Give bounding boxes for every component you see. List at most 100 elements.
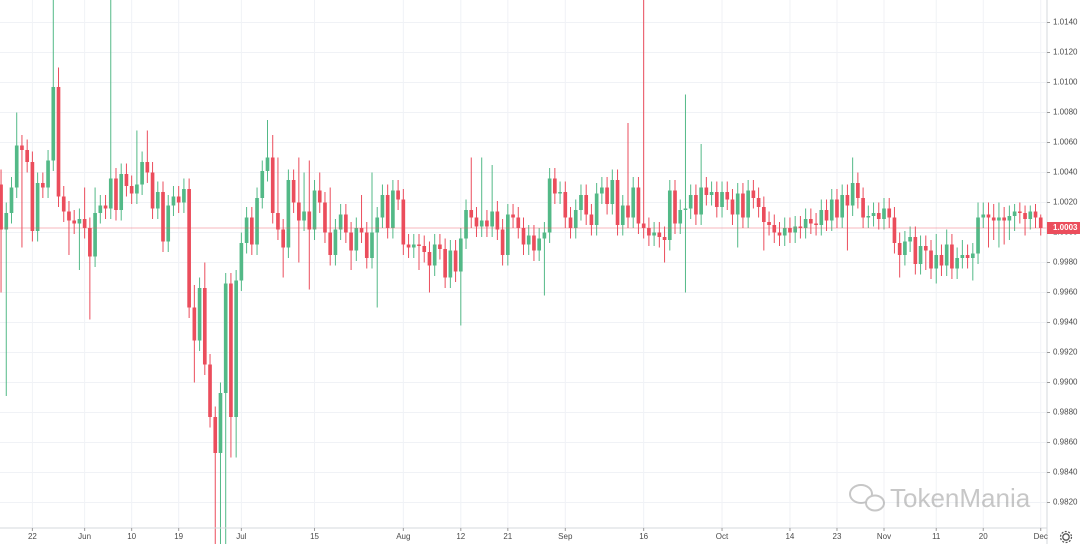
candle-body (364, 232, 369, 258)
candle-body (913, 237, 918, 264)
candle-body (960, 255, 965, 258)
candle-body (636, 187, 641, 224)
candle-body (453, 250, 458, 272)
candle-body (458, 238, 463, 272)
y-tick-label: 0.9900 (1053, 378, 1078, 387)
candle-body (610, 180, 615, 204)
candle-body (474, 217, 479, 227)
candle-body (563, 192, 568, 218)
candle-body (432, 244, 437, 266)
axes: 0.9820 0.9840 0.9860 0.9880 0.9900 0.9920 0.99… (28, 18, 1080, 541)
candle-body (558, 192, 562, 194)
candle-body (683, 208, 688, 210)
y-tick-label: 1.0060 (1053, 138, 1078, 147)
candle-body (182, 189, 186, 203)
candle-body (9, 187, 14, 213)
candle-body (490, 211, 494, 227)
candle-body (20, 145, 24, 150)
candle-body (4, 213, 9, 230)
candle-body (626, 205, 630, 218)
candle-body (997, 217, 1001, 221)
candle-body (0, 184, 3, 230)
candle-body (641, 223, 646, 228)
x-tick-label: Sep (558, 532, 573, 541)
candle-body (871, 213, 876, 216)
candle-body (239, 243, 244, 281)
candle-body (850, 183, 855, 206)
candle-body (573, 210, 578, 228)
candle-body (208, 364, 212, 417)
candle-body (485, 220, 489, 227)
candle-body (819, 210, 824, 225)
candle-body (187, 189, 191, 308)
y-tick-label: 0.9980 (1053, 258, 1078, 267)
x-tick-label: Jul (236, 532, 246, 541)
y-tick-label: 0.9920 (1053, 348, 1078, 357)
x-tick-label: Oct (716, 532, 729, 541)
candle-body (129, 186, 134, 194)
candle-body (824, 210, 829, 221)
candle-body (725, 192, 730, 200)
candle-body (657, 232, 662, 237)
candle-body (803, 219, 808, 228)
candle-body (1018, 211, 1022, 213)
candle-body (673, 190, 677, 224)
candle-body (782, 228, 787, 236)
candle-body (155, 192, 160, 209)
x-tick-label: Nov (877, 532, 891, 541)
candle-body (161, 192, 165, 242)
candle-body (542, 232, 547, 239)
candle-body (762, 207, 766, 222)
candle-body (411, 244, 416, 248)
x-tick-label: 16 (639, 532, 648, 541)
candle-body (547, 178, 552, 233)
candle-body (986, 214, 991, 218)
candle-body (840, 195, 845, 218)
candle-body (427, 252, 432, 266)
candle-body (777, 232, 782, 236)
candle-body (176, 196, 181, 203)
candle-body (359, 228, 364, 233)
candle-body (443, 249, 447, 278)
candle-body (970, 253, 975, 258)
candle-body (51, 87, 56, 161)
candle-body (61, 196, 66, 212)
candle-body (72, 220, 77, 224)
last-price-label: 1.0003 (1053, 223, 1078, 232)
gear-icon[interactable] (1062, 533, 1070, 541)
candle-body (244, 217, 249, 243)
gear-icon[interactable] (1059, 530, 1073, 544)
watermark-text: TokenMania (890, 483, 1031, 513)
candle-body (56, 87, 61, 197)
candle-body (923, 246, 928, 251)
candle-body (589, 214, 594, 225)
candle-body (417, 244, 421, 246)
x-tick-label: 22 (28, 532, 37, 541)
candle-body (338, 214, 343, 230)
candle-body (150, 172, 155, 209)
candle-body (526, 235, 531, 245)
settings-button[interactable] (1059, 530, 1073, 544)
x-tick-label: 21 (503, 532, 512, 541)
candle-body (662, 237, 667, 240)
candle-body (584, 195, 589, 215)
x-tick-label: 23 (833, 532, 842, 541)
candle-body (835, 199, 839, 218)
candle-body (41, 183, 45, 188)
candle-body (30, 162, 35, 231)
candle-body (600, 187, 604, 194)
candle-body (532, 235, 536, 251)
candle-body (124, 174, 129, 186)
candle-body (688, 195, 693, 209)
y-tick-label: 1.0040 (1053, 168, 1078, 177)
grid (0, 0, 1047, 528)
x-tick-label: Aug (396, 532, 410, 541)
watermark-icon (849, 484, 873, 504)
candle-body (903, 241, 907, 255)
candle-body (255, 198, 259, 245)
candle-body (317, 190, 322, 203)
y-tick-label: 1.0120 (1053, 48, 1078, 57)
candle-body (720, 192, 724, 207)
candle-body (67, 211, 71, 221)
